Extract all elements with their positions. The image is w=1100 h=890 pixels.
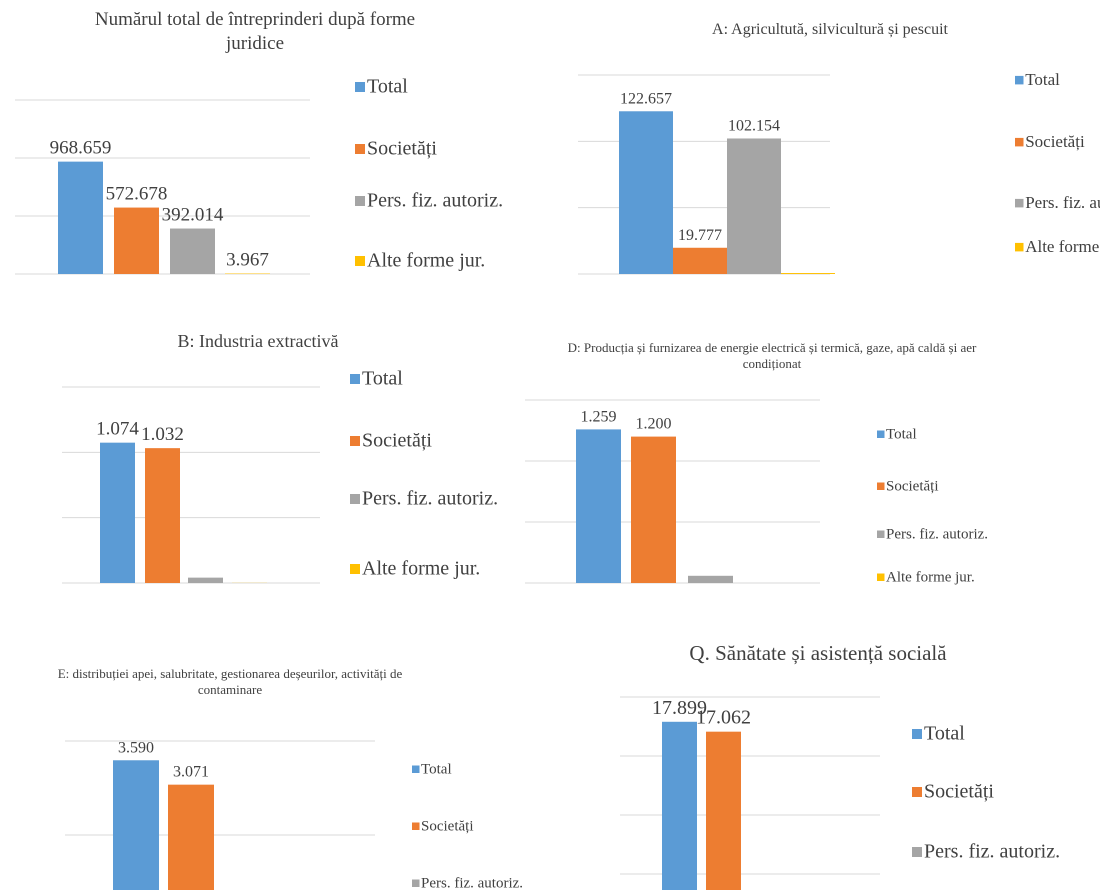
legend-swatch	[350, 374, 360, 384]
bar	[781, 273, 835, 274]
value-label: 102.154	[728, 117, 780, 134]
legend-swatch	[1015, 242, 1024, 252]
legend-label: Pers. fiz. autoriz.	[886, 526, 988, 542]
legend-swatch	[350, 564, 360, 574]
legend-label: Pers. fiz. autoriz.	[924, 841, 1060, 863]
legend-label: Pers. fiz. autoriz.	[421, 875, 523, 890]
value-label: 3.967	[226, 250, 269, 271]
legend-swatch	[912, 847, 922, 857]
value-label: 1.074	[96, 419, 139, 440]
bar	[168, 784, 214, 890]
legend-label: Societăți	[886, 478, 939, 494]
bar	[662, 721, 697, 890]
bar	[114, 207, 159, 274]
bar	[688, 575, 733, 583]
legend-label: Total	[886, 426, 917, 442]
value-label: 19.777	[678, 227, 722, 244]
chart-title: E: distribuției apei, salubritate, gesti…	[57, 666, 403, 698]
legend-label: Total	[367, 76, 408, 98]
bar	[706, 731, 741, 890]
legend-label: Societăți	[924, 781, 994, 803]
value-label: 3.590	[118, 739, 154, 756]
legend-label: Alte forme jur.	[1025, 237, 1100, 256]
bar	[631, 436, 676, 583]
value-label: 3.071	[173, 764, 209, 781]
value-label: 572.678	[106, 184, 168, 205]
legend-label: Total	[362, 368, 403, 390]
legend-swatch	[877, 482, 885, 490]
legend-swatch	[912, 787, 922, 797]
legend-label: Societăți	[421, 818, 474, 834]
bar	[673, 247, 727, 274]
legend-label: Alte forme jur.	[886, 569, 975, 585]
legend-swatch	[877, 430, 885, 438]
bar	[727, 138, 781, 274]
legend-label: Pers. fiz. autoriz.	[1025, 193, 1100, 212]
value-label: 1.259	[581, 408, 617, 425]
bar	[576, 429, 621, 583]
legend-label: Societăți	[362, 430, 432, 452]
legend-label: Total	[1025, 70, 1060, 89]
legend-swatch	[355, 144, 365, 154]
bar	[619, 111, 673, 274]
chart-title: A: Agricultută, silvicultură și pescuit	[712, 21, 948, 38]
legend-label: Pers. fiz. autoriz.	[362, 488, 498, 510]
legend-swatch	[912, 729, 922, 739]
bar	[58, 161, 103, 274]
legend-swatch	[877, 530, 885, 538]
value-label: 1.200	[636, 416, 672, 433]
value-label: 17.899	[652, 697, 707, 719]
value-label: 122.657	[620, 90, 672, 107]
legend-swatch	[412, 765, 420, 773]
legend-label: Alte forme jur.	[362, 558, 480, 580]
bar	[188, 577, 223, 583]
legend-label: Pers. fiz. autoriz.	[367, 190, 503, 212]
legend-swatch	[877, 573, 885, 581]
value-label: 1.032	[141, 424, 184, 445]
chart-title: Numărul total de întreprinderi după form…	[94, 9, 416, 54]
legend-swatch	[1015, 137, 1024, 147]
value-label: 392.014	[162, 205, 224, 226]
legend-swatch	[355, 196, 365, 206]
value-label: 968.659	[50, 138, 112, 159]
legend-swatch	[355, 82, 365, 92]
legend-label: Societăți	[1025, 132, 1085, 151]
chart-title: Q. Sănătate și asistență socială	[689, 641, 947, 665]
legend-label: Societăți	[367, 138, 437, 160]
legend-label: Total	[924, 723, 965, 745]
legend-swatch	[350, 436, 360, 446]
bar	[170, 228, 215, 274]
legend-swatch	[350, 494, 360, 504]
bar	[100, 442, 135, 583]
bar	[145, 448, 180, 583]
bar	[113, 760, 159, 890]
legend-label: Alte forme jur.	[367, 250, 485, 272]
value-label: 17.062	[696, 707, 751, 729]
legend-swatch	[412, 822, 420, 830]
legend-swatch	[1015, 198, 1024, 208]
legend-swatch	[1015, 75, 1024, 85]
chart-title: B: Industria extractivă	[177, 331, 339, 351]
legend-swatch	[355, 256, 365, 266]
chart-title: D: Producția și furnizarea de energie el…	[567, 340, 977, 372]
legend-swatch	[412, 879, 420, 887]
legend-label: Total	[421, 761, 452, 777]
